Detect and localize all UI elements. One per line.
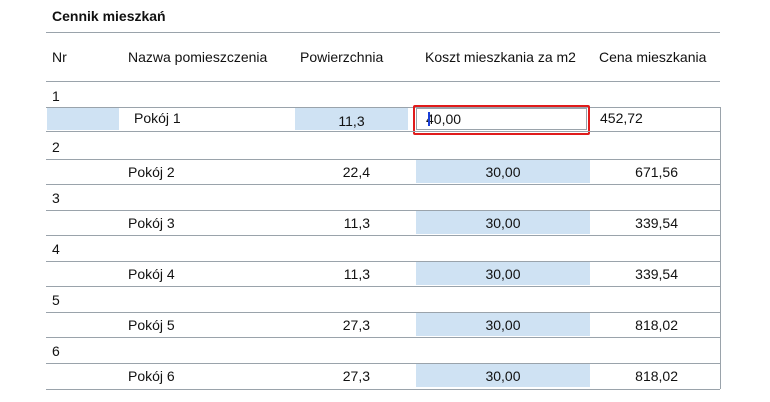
- row-number: 1: [52, 88, 60, 104]
- row-number: 4: [52, 241, 60, 257]
- cost-cell-shade: [416, 313, 590, 336]
- price-cell[interactable]: 452,72: [600, 110, 643, 126]
- room-name-cell[interactable]: Pokój 5: [128, 317, 175, 333]
- text-caret: [428, 112, 430, 126]
- header-price: Cena mieszkania: [599, 49, 707, 65]
- cost-cell[interactable]: 30,00: [485, 317, 521, 333]
- area-cell[interactable]: 22,4: [342, 164, 370, 180]
- divider: [46, 107, 720, 108]
- cost-cell-shade: [416, 160, 590, 183]
- divider: [46, 210, 720, 211]
- room-name-cell[interactable]: Pokój 2: [128, 164, 175, 180]
- page-title: Cennik mieszkań: [52, 8, 166, 24]
- row-number: 3: [52, 190, 60, 206]
- cost-cell-shade: [416, 364, 590, 387]
- header-cost: Koszt mieszkania za m2: [425, 49, 576, 65]
- cost-input-editing[interactable]: [416, 108, 587, 130]
- divider: [46, 261, 720, 262]
- cost-cell[interactable]: 30,00: [485, 368, 521, 384]
- price-cell[interactable]: 339,54: [635, 215, 678, 231]
- divider: [46, 32, 720, 33]
- cost-cell[interactable]: 30,00: [485, 164, 521, 180]
- price-cell[interactable]: 671,56: [635, 164, 678, 180]
- row-number: 6: [52, 343, 60, 359]
- cost-cell[interactable]: 30,00: [485, 215, 521, 231]
- area-cell[interactable]: 27,3: [342, 368, 370, 384]
- room-name-cell[interactable]: Pokój 3: [128, 215, 175, 231]
- area-cell[interactable]: 11,3: [343, 215, 370, 231]
- row-number: 5: [52, 292, 60, 308]
- table-right-border: [720, 107, 721, 389]
- divider: [46, 389, 720, 390]
- area-cell-shade: [295, 108, 408, 130]
- room-name-cell[interactable]: Pokój 1: [134, 110, 181, 126]
- area-cell[interactable]: 11,3: [338, 113, 365, 129]
- divider: [46, 286, 720, 287]
- price-cell[interactable]: 818,02: [635, 317, 678, 333]
- divider: [46, 337, 720, 338]
- active-cell-highlight: [413, 105, 590, 135]
- row-number: 2: [52, 139, 60, 155]
- header-area: Powierzchnia: [300, 49, 384, 65]
- divider: [46, 159, 720, 160]
- header-nr: Nr: [52, 49, 67, 65]
- cost-cell-shade: [416, 262, 590, 285]
- price-cell[interactable]: 818,02: [635, 368, 678, 384]
- divider: [46, 312, 720, 313]
- cost-cell[interactable]: 30,00: [485, 266, 521, 282]
- divider: [46, 235, 720, 236]
- header-name: Nazwa pomieszczenia: [128, 49, 268, 65]
- area-cell[interactable]: 11,3: [343, 266, 370, 282]
- divider: [46, 131, 720, 132]
- divider: [46, 184, 720, 185]
- area-cell[interactable]: 27,3: [342, 317, 370, 333]
- price-cell[interactable]: 339,54: [635, 266, 678, 282]
- cost-cell-shade: [416, 211, 590, 234]
- divider: [46, 81, 720, 82]
- row-shade: [47, 108, 119, 130]
- room-name-cell[interactable]: Pokój 6: [128, 368, 175, 384]
- divider: [46, 363, 720, 364]
- room-name-cell[interactable]: Pokój 4: [128, 266, 175, 282]
